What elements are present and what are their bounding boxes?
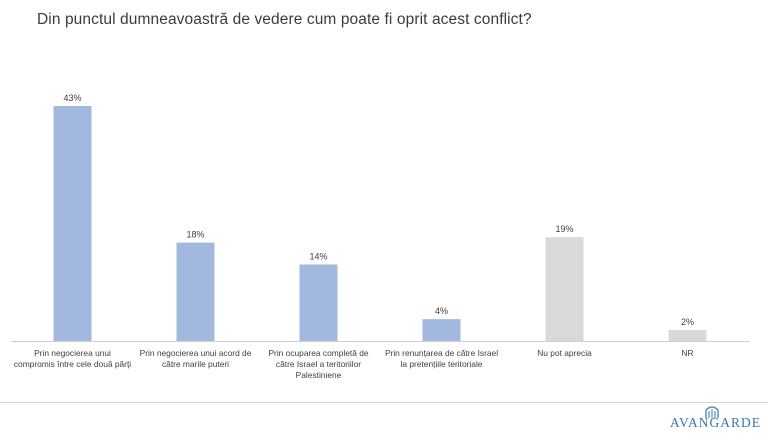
data-label: 14%	[309, 251, 327, 261]
data-label: 2%	[681, 317, 694, 327]
category-label: NR	[681, 348, 694, 358]
data-label: 18%	[186, 230, 204, 240]
logo-text: AVANGARDE	[670, 415, 762, 430]
category-label: Prin negocierea unui compromis între cel…	[13, 348, 132, 369]
bar	[545, 237, 584, 341]
bar	[176, 242, 215, 341]
data-label: 43%	[63, 93, 81, 103]
data-label: 19%	[555, 224, 573, 234]
category-label: Prin renunțarea de către Israel la prete…	[384, 348, 499, 369]
bar	[668, 330, 707, 341]
bar	[53, 106, 92, 341]
category-label: Prin ocuparea completă de către Israel a…	[268, 348, 369, 380]
bar	[299, 264, 338, 341]
bar	[422, 319, 461, 341]
bar-chart: 43% 18% 14% 4% 19% 2%	[11, 93, 750, 342]
footer-divider	[0, 402, 768, 403]
data-label: 4%	[435, 306, 448, 316]
category-label: Prin negocierea unui acord de către mari…	[139, 348, 252, 369]
chart-title: Din punctul dumneavoastră de vedere cum …	[37, 11, 532, 28]
avangarde-logo: AVANGARDE	[670, 405, 760, 431]
category-label: Nu pot aprecia	[537, 348, 592, 358]
building-logo-icon	[704, 405, 720, 424]
